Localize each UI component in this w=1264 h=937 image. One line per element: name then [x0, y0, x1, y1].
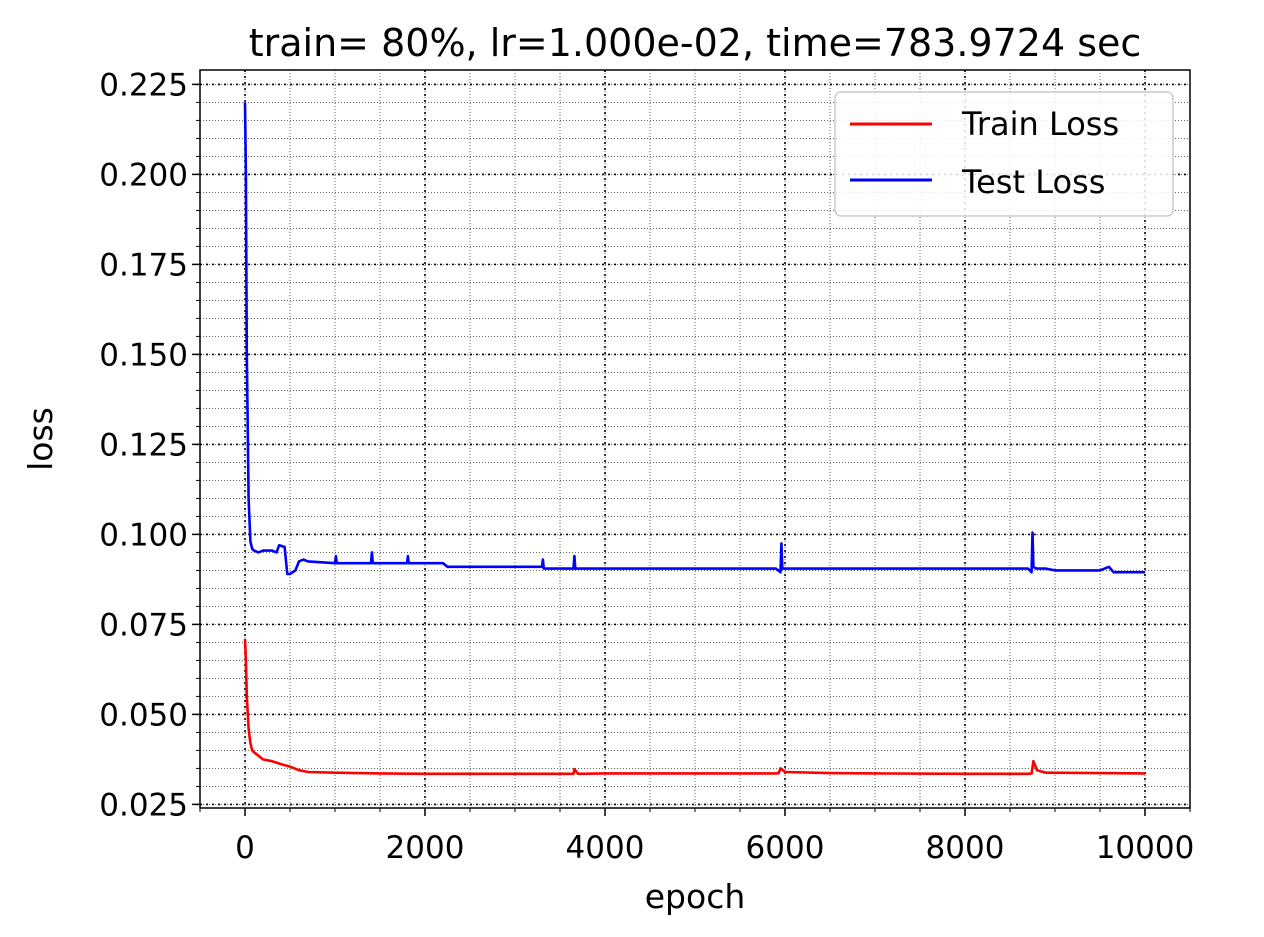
x-tick-label: 6000: [746, 830, 825, 866]
series-group: [243, 102, 1146, 776]
x-tick-label: 4000: [566, 830, 645, 866]
x-tick-label: 8000: [926, 830, 1005, 866]
legend: Train Loss Test Loss: [834, 91, 1174, 217]
legend-label-test: Test Loss: [961, 163, 1105, 201]
y-tick-label: 0.125: [99, 427, 188, 463]
series-line-test: [243, 102, 1145, 576]
x-tick-label: 10000: [1096, 830, 1195, 866]
axis-ticks: 0.025 0.050 0.075 0.100 0.125 0.150 0.175 0.200…: [99, 67, 1194, 866]
x-tick-label: 0: [235, 830, 255, 866]
y-tick-label: 0.200: [99, 157, 188, 193]
y-tick-label: 0.050: [99, 697, 188, 733]
y-tick-label: 0.100: [99, 517, 188, 553]
x-axis-label: epoch: [645, 877, 746, 916]
series-line-train: [243, 638, 1146, 776]
y-tick-label: 0.225: [99, 67, 188, 103]
y-axis-label: loss: [21, 407, 60, 471]
x-tick-label: 2000: [386, 830, 465, 866]
y-tick-label: 0.075: [99, 607, 188, 643]
y-tick-label: 0.150: [99, 337, 188, 373]
y-tick-label: 0.025: [99, 787, 188, 823]
legend-label-train: Train Loss: [961, 105, 1119, 143]
y-tick-label: 0.175: [99, 247, 188, 283]
chart-title: train= 80%, lr=1.000e-02, time=783.9724 …: [249, 21, 1142, 65]
